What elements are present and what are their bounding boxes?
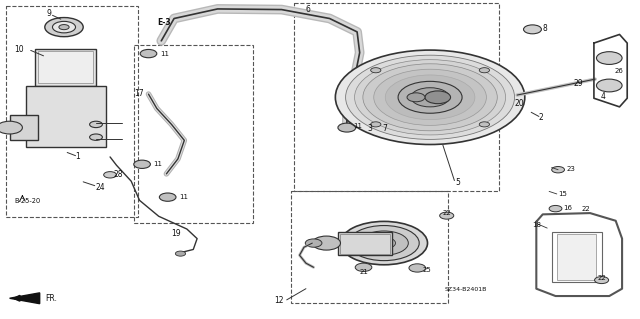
Text: 8: 8 <box>543 24 547 33</box>
Bar <box>6 6 138 217</box>
Text: B-25-20: B-25-20 <box>14 198 40 204</box>
Text: 4: 4 <box>600 92 605 101</box>
Text: 9: 9 <box>46 9 51 18</box>
Circle shape <box>355 60 506 135</box>
Circle shape <box>0 121 22 134</box>
Text: 22: 22 <box>443 210 452 216</box>
Bar <box>294 3 499 191</box>
Circle shape <box>140 49 157 58</box>
Text: 22: 22 <box>581 206 590 212</box>
Circle shape <box>479 68 490 73</box>
Text: 25: 25 <box>422 267 431 272</box>
Text: 24: 24 <box>96 183 106 192</box>
Text: 19: 19 <box>172 229 181 238</box>
Circle shape <box>440 212 454 219</box>
Circle shape <box>59 25 69 30</box>
Circle shape <box>398 81 462 113</box>
Text: 26: 26 <box>614 68 623 74</box>
Circle shape <box>407 93 425 102</box>
Bar <box>552 232 602 282</box>
Text: 3: 3 <box>367 124 372 133</box>
Circle shape <box>363 64 497 131</box>
Circle shape <box>374 69 486 125</box>
Circle shape <box>372 237 396 249</box>
Circle shape <box>346 55 515 139</box>
Text: FR.: FR. <box>45 294 57 303</box>
Text: E-3: E-3 <box>157 19 170 27</box>
Circle shape <box>371 68 381 73</box>
Text: 20: 20 <box>515 99 524 108</box>
Circle shape <box>305 239 322 247</box>
Text: 29: 29 <box>573 79 583 88</box>
Text: 11: 11 <box>154 161 163 167</box>
Circle shape <box>552 167 564 173</box>
Text: 28: 28 <box>114 170 124 179</box>
Circle shape <box>371 122 381 127</box>
Bar <box>557 234 596 280</box>
Circle shape <box>175 251 186 256</box>
Circle shape <box>549 205 562 212</box>
Text: 11: 11 <box>160 51 169 56</box>
Text: 10: 10 <box>14 45 24 54</box>
Circle shape <box>104 172 116 178</box>
Circle shape <box>90 134 102 140</box>
Circle shape <box>360 231 408 255</box>
Circle shape <box>385 75 475 120</box>
Bar <box>35 49 96 86</box>
Text: 17: 17 <box>134 89 144 98</box>
Circle shape <box>595 277 609 284</box>
Text: 12: 12 <box>274 296 284 305</box>
Circle shape <box>355 263 372 271</box>
Circle shape <box>338 123 356 132</box>
Circle shape <box>312 236 340 250</box>
Bar <box>10 115 38 140</box>
Circle shape <box>479 122 490 127</box>
Text: 18: 18 <box>532 222 541 228</box>
Circle shape <box>411 88 449 107</box>
Bar <box>134 45 253 223</box>
Text: 16: 16 <box>563 205 572 211</box>
Circle shape <box>349 226 419 261</box>
Text: 23: 23 <box>566 166 575 172</box>
Text: 5: 5 <box>456 178 461 187</box>
Text: 11: 11 <box>353 123 362 129</box>
Text: 15: 15 <box>558 191 567 197</box>
Circle shape <box>340 221 428 265</box>
Text: 11: 11 <box>179 194 188 200</box>
Text: 2: 2 <box>539 113 543 122</box>
Polygon shape <box>10 293 40 304</box>
Bar <box>38 51 93 83</box>
Text: 1: 1 <box>76 152 80 161</box>
Bar <box>26 86 106 147</box>
Text: SZ34-B2401B: SZ34-B2401B <box>445 287 487 292</box>
Circle shape <box>134 160 150 168</box>
Bar <box>340 234 390 254</box>
Bar <box>338 232 392 255</box>
Text: 6: 6 <box>306 5 311 14</box>
Circle shape <box>90 121 102 128</box>
Text: 22: 22 <box>598 275 607 280</box>
Circle shape <box>335 50 525 145</box>
Circle shape <box>524 25 541 34</box>
Circle shape <box>425 91 451 104</box>
Circle shape <box>159 193 176 201</box>
Bar <box>291 191 448 303</box>
Circle shape <box>45 18 83 37</box>
Circle shape <box>409 264 426 272</box>
Circle shape <box>596 52 622 64</box>
Circle shape <box>52 21 76 33</box>
Circle shape <box>596 79 622 92</box>
Text: 21: 21 <box>360 269 369 275</box>
Text: 7: 7 <box>383 124 388 133</box>
